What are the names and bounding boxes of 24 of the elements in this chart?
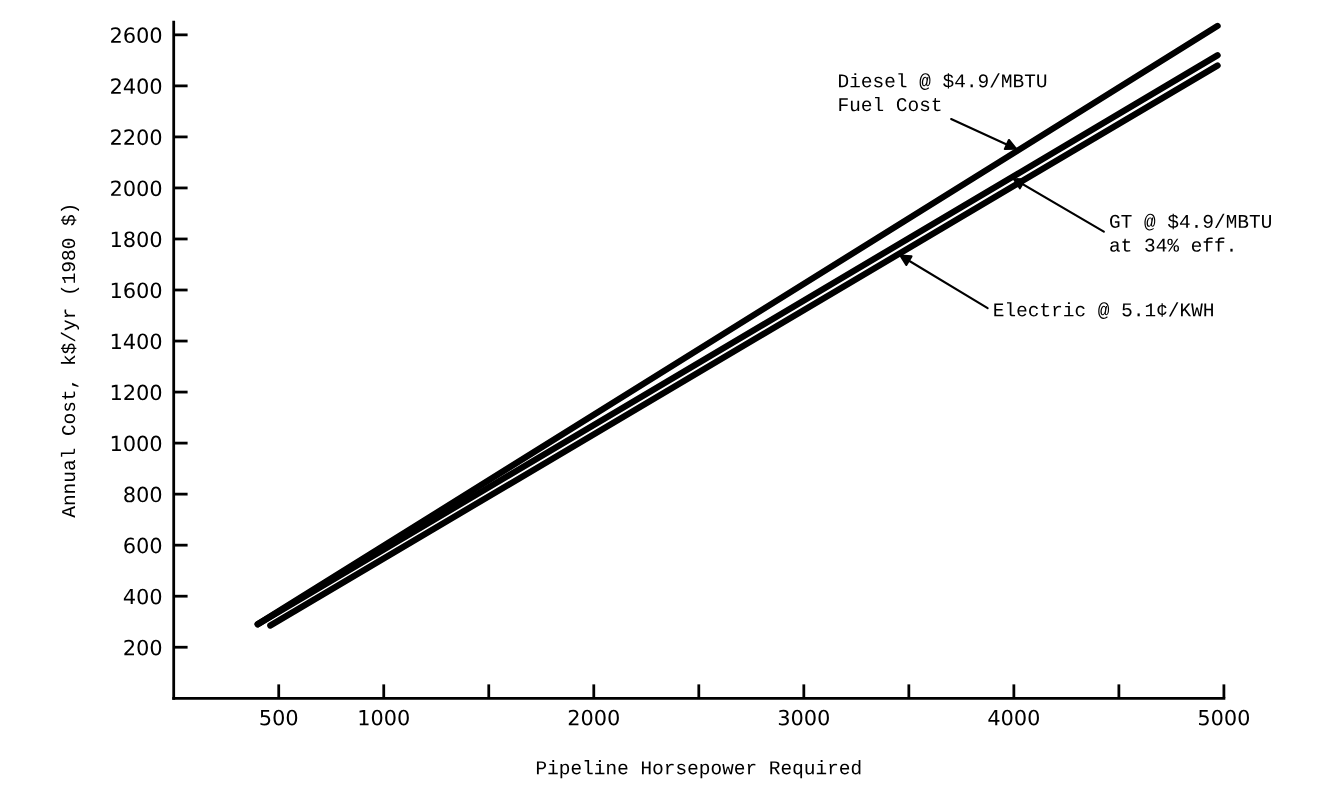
y-tick-label: 2400 — [111, 78, 162, 95]
y-tick-label: 1200 — [111, 384, 162, 401]
y-tick-label: 1800 — [111, 231, 162, 248]
y-tick-label: 1600 — [111, 282, 162, 299]
x-tick-label: 3000 — [778, 709, 829, 726]
y-tick-label: 2600 — [111, 27, 162, 44]
x-tick-label: 500 — [260, 709, 298, 726]
x-tick-label: 1000 — [359, 709, 409, 726]
x-tick-label: 2000 — [568, 709, 619, 726]
y-tick-label: 1000 — [111, 435, 162, 452]
y-tick-label: 600 — [124, 537, 162, 554]
x-axis-title: Pipeline Horsepower Required — [536, 760, 861, 779]
y-tick-label: 1400 — [111, 333, 162, 350]
y-tick-label: 2200 — [111, 129, 162, 146]
x-tick-label: 5000 — [1199, 709, 1250, 726]
y-tick-label: 800 — [124, 486, 162, 503]
annotation: GT @ $4.9/MBTU at 34% eff. — [1110, 213, 1271, 252]
annotation: Electric @ 5.1¢/KWH — [994, 302, 1213, 319]
x-tick-label: 4000 — [988, 709, 1039, 726]
annotation: Diesel @ $4.9/MBTU Fuel Cost — [839, 73, 1047, 112]
y-axis-title: Annual Cost, k$/yr (1980 $) — [60, 205, 80, 518]
y-tick-label: 200 — [124, 639, 162, 656]
y-tick-label: 400 — [123, 588, 162, 605]
y-tick-label: 2000 — [111, 180, 162, 197]
